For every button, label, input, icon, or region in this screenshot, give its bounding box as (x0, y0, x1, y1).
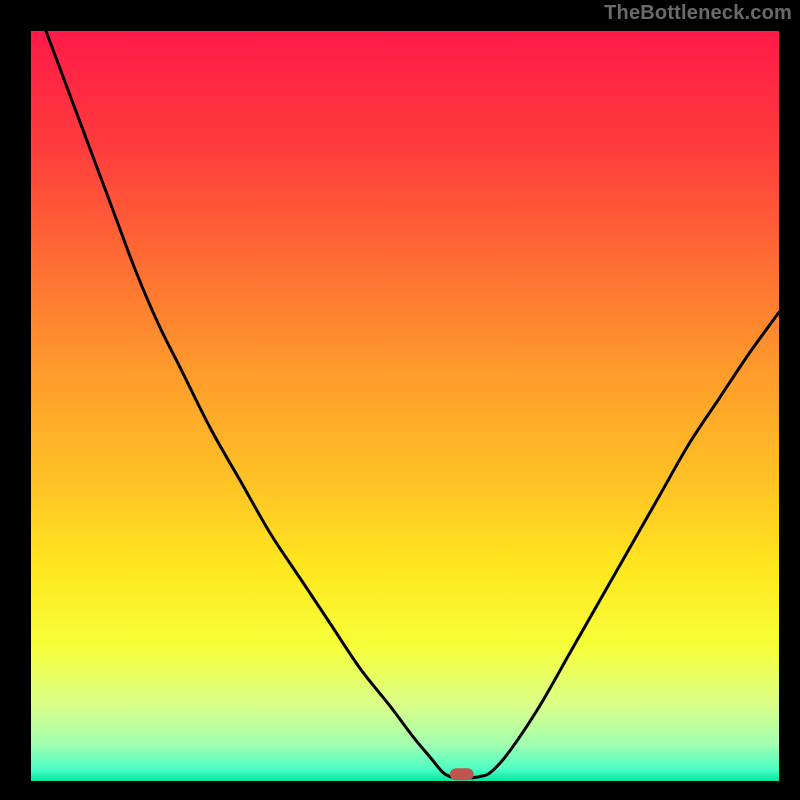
chart-container: TheBottleneck.com (0, 0, 800, 800)
optimal-point-marker (450, 768, 474, 780)
bottleneck-curve-plot (0, 0, 800, 800)
gradient-plot-area (31, 31, 779, 781)
watermark-text: TheBottleneck.com (604, 2, 792, 25)
